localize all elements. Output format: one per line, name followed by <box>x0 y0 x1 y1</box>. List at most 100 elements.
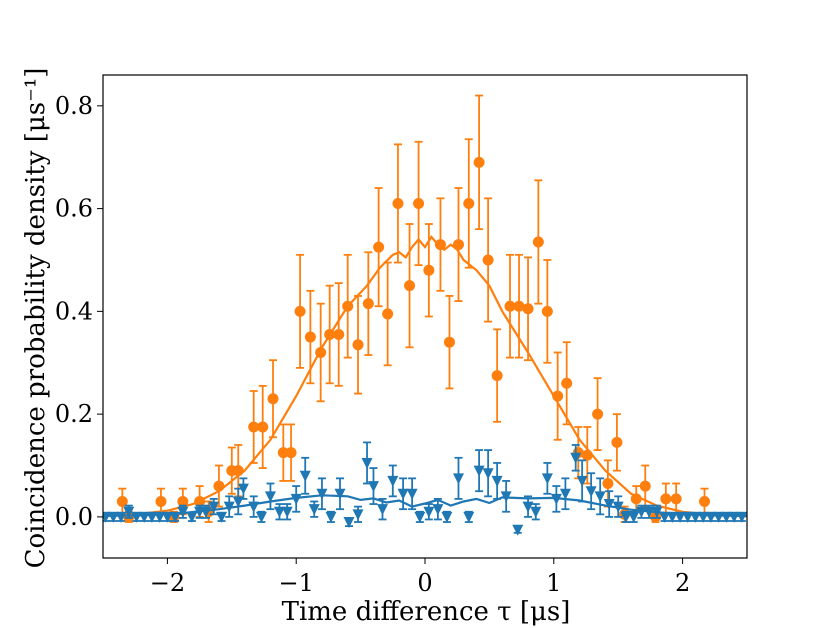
blue-data-point <box>550 493 562 505</box>
orange-data-point <box>257 421 269 433</box>
blue-data-point <box>728 511 740 523</box>
blue-data-point <box>208 501 220 513</box>
blue-data-point <box>559 488 571 500</box>
orange-data-point <box>581 449 593 461</box>
y-tick-label: 0.6 <box>55 195 93 223</box>
orange-data-point <box>194 495 206 507</box>
orange-data-point <box>639 480 651 492</box>
blue-data-point <box>130 511 142 523</box>
blue-data-point <box>387 475 399 487</box>
blue-data-point <box>541 473 553 485</box>
blue-data-point <box>397 488 409 500</box>
blue-data-point <box>223 501 235 513</box>
orange-data-point <box>285 447 297 459</box>
y-tick-label: 0.0 <box>55 503 93 531</box>
orange-data-point <box>698 495 710 507</box>
blue-data-point <box>215 511 227 523</box>
blue-data-point <box>343 517 355 529</box>
blue-data-point <box>237 483 249 495</box>
blue-data-point <box>576 475 588 487</box>
x-tick-label: 2 <box>675 569 690 597</box>
x-tick-label: 0 <box>417 569 432 597</box>
blue-data-point <box>666 511 678 523</box>
blue-data-point <box>570 452 582 464</box>
orange-data-point <box>552 390 564 402</box>
orange-data-point <box>561 377 573 389</box>
orange-data-point <box>248 421 260 433</box>
y-tick-label: 0.2 <box>55 400 93 428</box>
blue-data-point <box>414 511 426 523</box>
orange-data-point <box>660 493 672 505</box>
series-layer <box>103 94 747 536</box>
orange-data-point <box>277 447 289 459</box>
orange-data-point <box>324 328 336 340</box>
blue-data-point <box>169 511 181 523</box>
blue-data-point <box>620 511 632 523</box>
blue-data-point <box>361 457 373 469</box>
blue-data-point <box>441 511 453 523</box>
blue-data-point <box>463 511 475 523</box>
orange-data-point <box>482 254 494 266</box>
blue-data-point <box>406 488 418 500</box>
blue-data-point <box>248 501 260 513</box>
blue-data-point <box>512 524 524 536</box>
blue-data-point <box>500 491 512 503</box>
blue-data-point <box>452 473 464 485</box>
blue-data-point <box>713 511 725 523</box>
axes-layer: −2 −1 0 1 2 0.0 0.2 0.4 0.6 0.8 <box>55 92 690 597</box>
orange-data-point <box>392 197 404 209</box>
orange-data-point <box>602 477 614 489</box>
orange-data-point <box>155 495 167 507</box>
blue-data-point <box>367 481 379 493</box>
orange-data-point <box>434 239 446 251</box>
blue-data-point <box>264 491 276 503</box>
blue-data-point <box>689 511 701 523</box>
blue-data-point <box>123 506 135 518</box>
orange-data-point <box>373 241 385 253</box>
blue-data-point <box>316 488 328 500</box>
blue-data-point <box>299 470 311 482</box>
orange-data-point <box>232 465 244 477</box>
orange-data-point <box>670 493 682 505</box>
y-tick-label: 0.8 <box>55 92 93 120</box>
orange-data-point <box>443 336 455 348</box>
blue-data-point <box>376 504 388 516</box>
y-axis-label: Coincidence probability density [μs⁻¹] <box>21 68 51 569</box>
orange-data-point <box>382 308 394 320</box>
orange-data-point <box>491 370 503 382</box>
x-tick-label: 1 <box>546 569 561 597</box>
blue-data-point <box>115 511 127 523</box>
orange-series <box>103 94 747 523</box>
orange-data-point <box>452 239 464 251</box>
orange-data-point <box>473 156 485 168</box>
blue-data-point <box>530 506 542 518</box>
orange-data-point <box>463 197 475 209</box>
blue-series <box>103 441 747 536</box>
orange-data-point <box>342 300 354 312</box>
blue-data-point <box>107 511 119 523</box>
blue-data-point <box>308 504 320 516</box>
orange-data-point <box>352 339 364 351</box>
orange-data-point <box>267 393 279 405</box>
orange-data-point <box>213 480 225 492</box>
orange-data-point <box>116 495 128 507</box>
orange-data-point <box>522 303 534 315</box>
orange-data-point <box>592 408 604 420</box>
x-axis-label: Time difference τ [μs] <box>282 597 571 627</box>
blue-data-point <box>594 491 606 503</box>
blue-data-point <box>138 511 150 523</box>
blue-data-point <box>186 511 198 523</box>
blue-data-point <box>161 511 173 523</box>
blue-data-point <box>491 475 503 487</box>
orange-data-point <box>611 436 623 448</box>
x-tick-label: −2 <box>150 569 185 597</box>
blue-data-point <box>736 511 747 523</box>
orange-data-point <box>294 305 306 317</box>
blue-data-point <box>200 506 212 518</box>
blue-data-point <box>281 506 293 518</box>
blue-data-point <box>651 506 663 518</box>
blue-data-point <box>674 511 686 523</box>
blue-data-point <box>290 493 302 505</box>
